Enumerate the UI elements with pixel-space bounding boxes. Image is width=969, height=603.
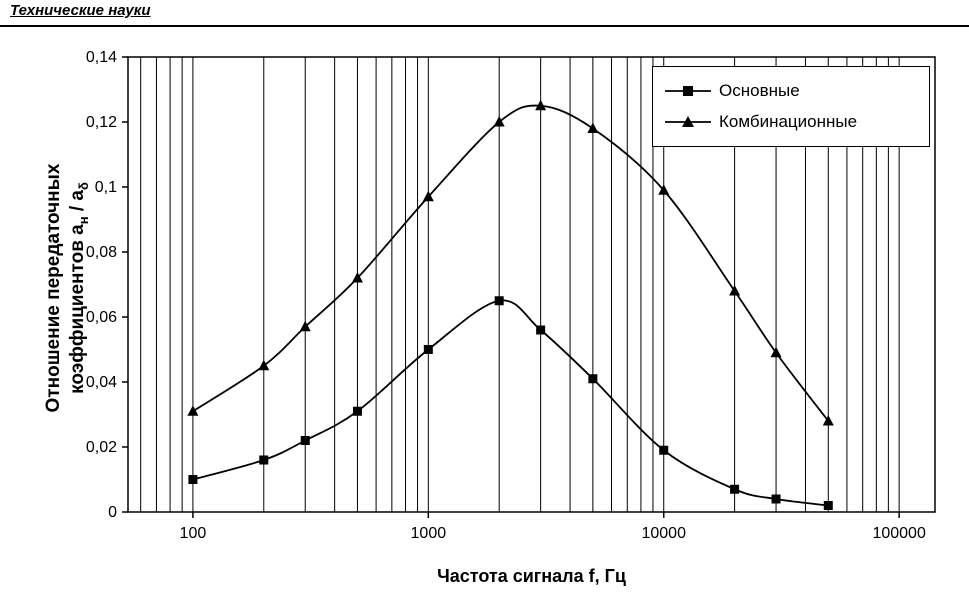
marker-triangle (351, 272, 363, 283)
marker-triangle (299, 320, 311, 332)
y-axis-title-mid: / a (66, 190, 88, 217)
series-path-1 (192, 104, 829, 422)
y-tick-label: 0,12 (86, 114, 117, 131)
marker-triangle (493, 116, 505, 127)
y-tick-label: 0 (108, 504, 117, 521)
marker-triangle (822, 415, 834, 426)
marker-triangle (187, 405, 199, 416)
triangle-marker-icon (665, 115, 711, 127)
marker-square (259, 455, 269, 465)
marker-triangle (258, 359, 270, 371)
section-title: Технические науки (10, 2, 151, 19)
legend-label-main: Основные (719, 81, 800, 101)
y-tick-label: 0,02 (86, 439, 117, 456)
legend-item-main: Основные (653, 81, 929, 101)
marker-triangle (729, 285, 741, 296)
marker-triangle (770, 346, 782, 358)
y-axis-sub-n: н (75, 216, 91, 225)
marker-triangle (535, 99, 547, 111)
y-axis-title-line1: Отношение передаточных (43, 163, 64, 413)
y-tick-label: 0,08 (86, 244, 117, 261)
y-tick-label: 0,14 (86, 49, 117, 66)
x-tick-label: 1000 (411, 525, 447, 542)
marker-triangle (422, 190, 434, 202)
marker-square (771, 494, 781, 504)
x-tick-label: 100 (180, 525, 207, 542)
marker-triangle (587, 122, 599, 133)
page-header: Технические науки (0, 0, 969, 27)
legend: Основные Комбинационные (652, 66, 930, 147)
marker-triangle (658, 184, 670, 195)
y-axis-sub-delta: δ (75, 182, 91, 190)
plot-border (127, 56, 936, 513)
legend-item-combination: Комбинационные (653, 112, 929, 132)
x-axis-title: Частота сигнала f, Гц (437, 566, 626, 586)
x-tick-label: 100000 (872, 525, 925, 542)
y-axis-title: Отношение передаточных коэффициентов aн … (42, 58, 98, 518)
marker-square (588, 374, 598, 384)
marker-square (300, 436, 310, 445)
y-tick-label: 0,04 (86, 374, 117, 391)
marker-square (536, 325, 546, 335)
x-tick-label: 10000 (641, 525, 686, 542)
marker-square (423, 345, 433, 354)
marker-square (494, 296, 504, 306)
y-tick-label: 0,06 (86, 309, 117, 326)
marker-square (730, 484, 740, 494)
square-marker-icon (665, 86, 711, 97)
legend-label-combination: Комбинационные (719, 111, 858, 131)
marker-square (823, 501, 833, 510)
series-path-0 (192, 299, 829, 507)
y-tick-label: 0,1 (95, 179, 117, 196)
y-axis-title-line2: коэффициентов a (66, 224, 88, 394)
marker-square (352, 406, 362, 416)
chart-canvas: 0 0,02 0,04 0,06 0,08 0,1 0,12 0,14 100 1000 10000… (86, 49, 936, 542)
marker-square (659, 445, 669, 455)
marker-square (188, 475, 198, 484)
